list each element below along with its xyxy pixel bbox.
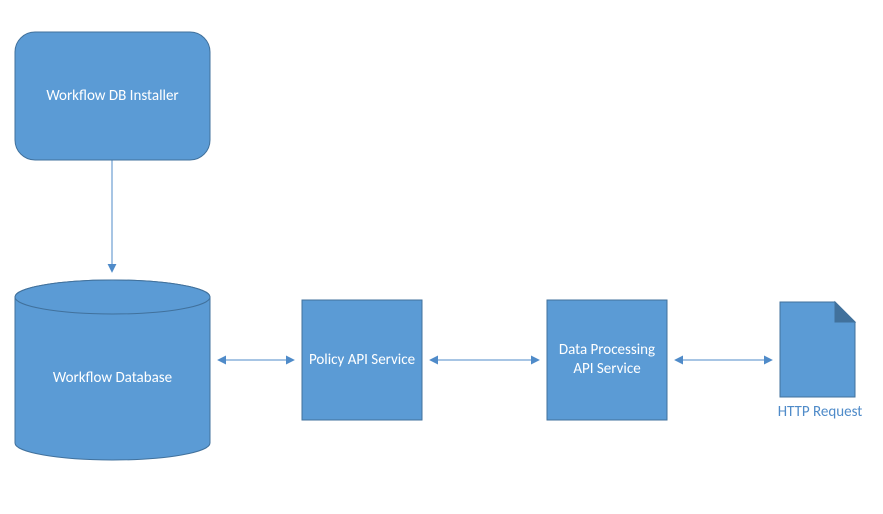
request-caption: HTTP Request	[770, 403, 870, 421]
processing-node	[547, 300, 667, 420]
installer-node	[15, 32, 210, 160]
policy-node	[302, 300, 422, 420]
database-node	[15, 280, 210, 460]
request-node	[780, 302, 855, 397]
